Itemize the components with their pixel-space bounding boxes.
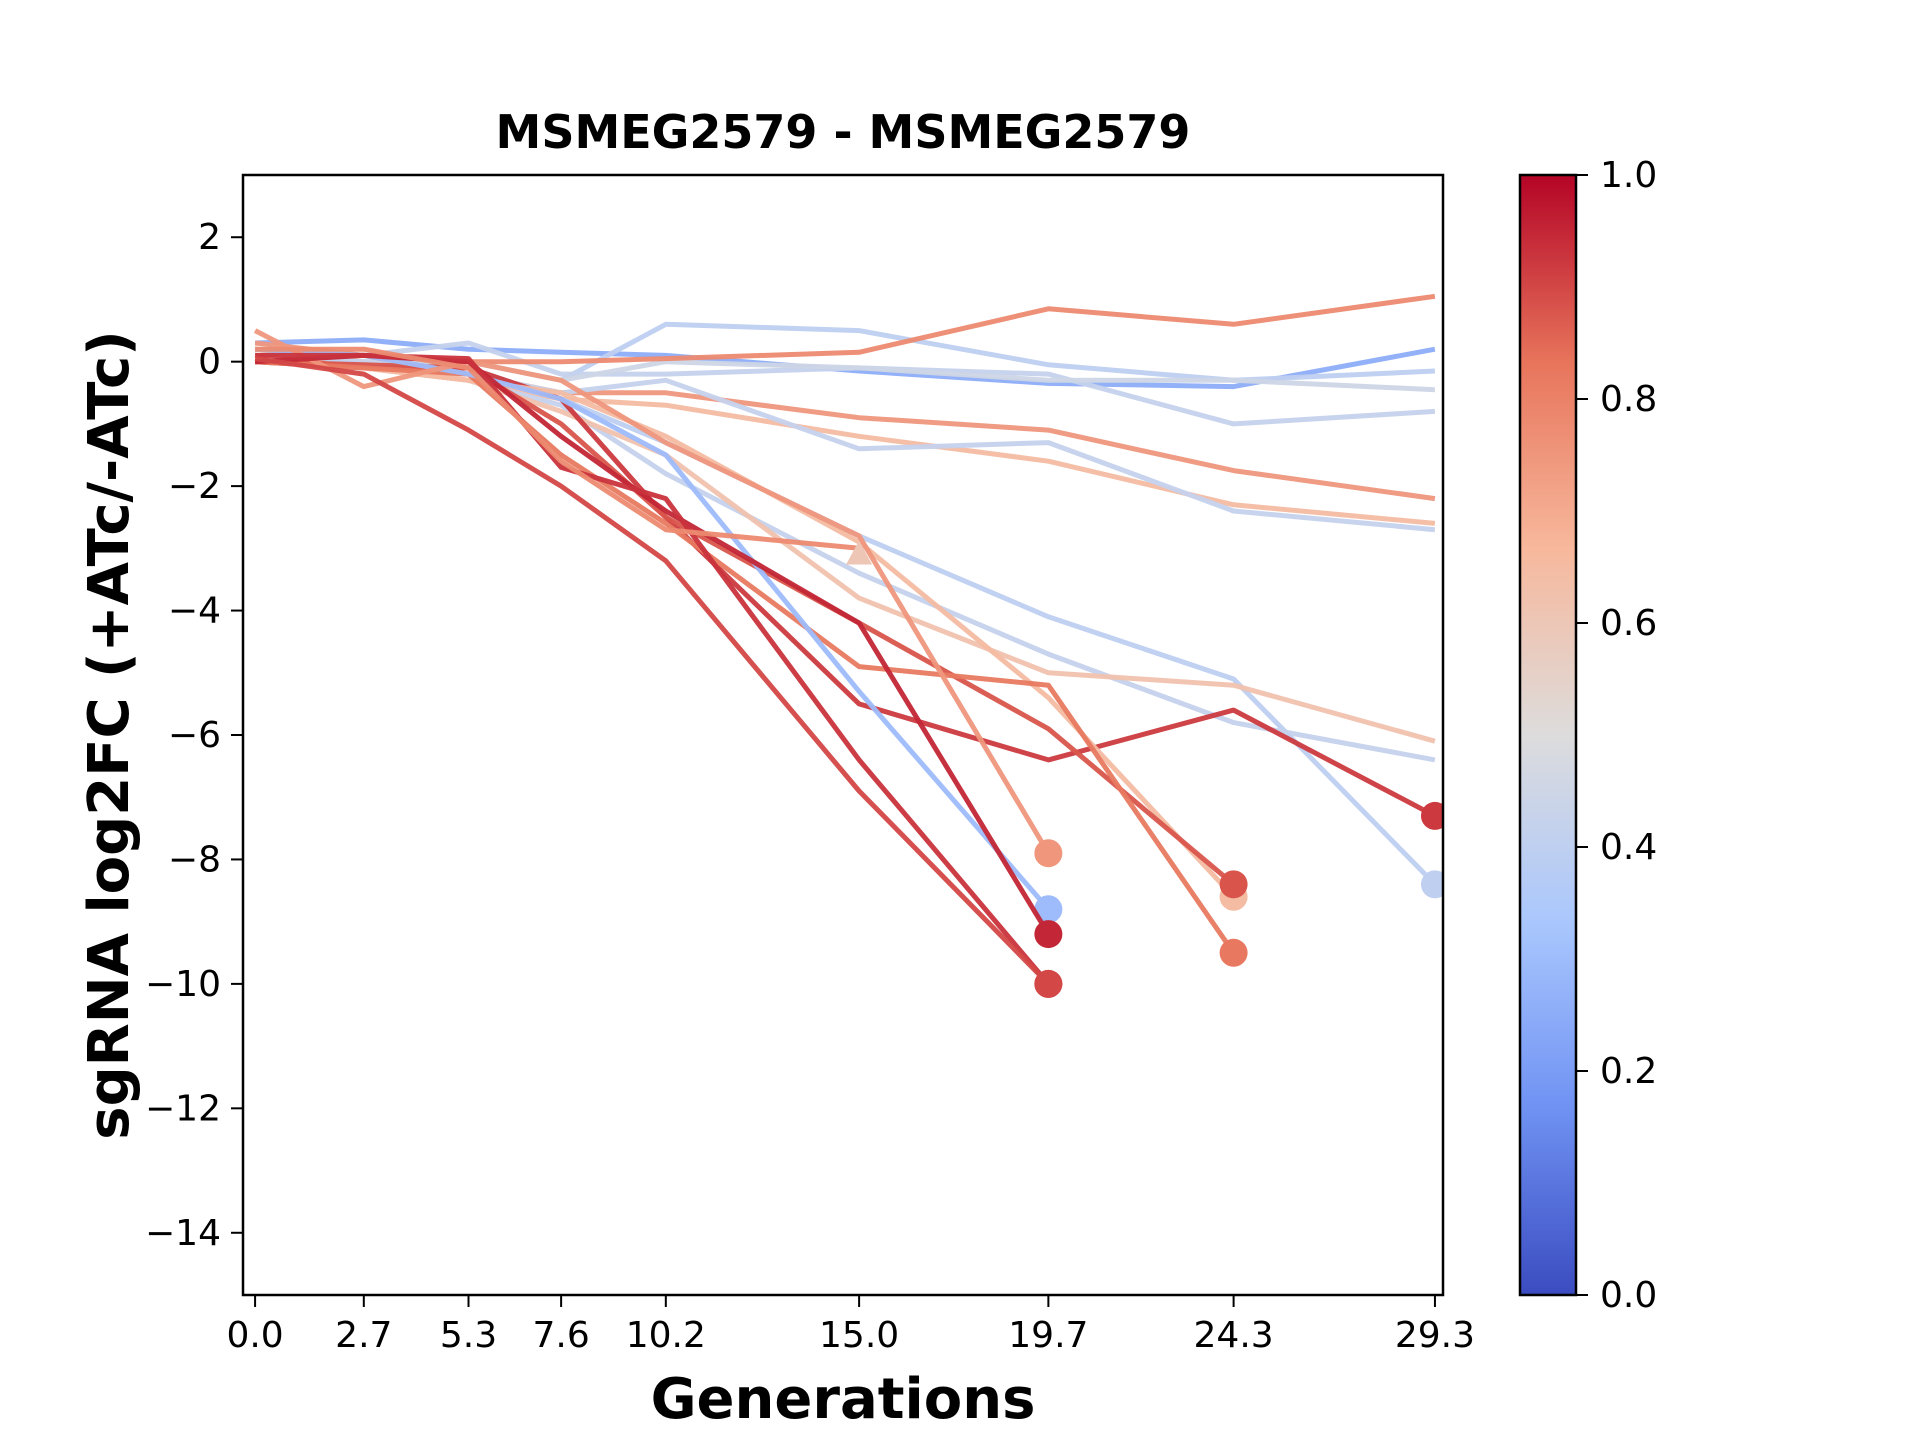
x-tick-label: 24.3 — [1194, 1315, 1274, 1356]
series-line-0 — [255, 337, 1436, 390]
y-axis-label: sgRNA log2FC (+ATc/-ATc) — [77, 330, 142, 1140]
x-tick-label: 7.6 — [532, 1315, 589, 1356]
series-line-14 — [254, 359, 1236, 955]
x-tick-label: 29.3 — [1395, 1315, 1475, 1356]
colorbar-tick-label: 0.6 — [1600, 603, 1657, 644]
colorbar-tick-label: 0.8 — [1600, 379, 1657, 420]
x-axis-label: Generations — [651, 1367, 1036, 1432]
y-tick-label: −12 — [145, 1088, 221, 1129]
y-tick-label: −8 — [168, 839, 221, 880]
y-tick-label: 2 — [198, 217, 221, 258]
y-tick-label: −6 — [168, 715, 221, 756]
x-tick-label: 5.3 — [440, 1315, 497, 1356]
colorbar-tick-label: 0.4 — [1600, 827, 1657, 868]
colorbar — [1518, 173, 1578, 1297]
x-tick-label: 15.0 — [819, 1315, 899, 1356]
series-end-point-11 — [1420, 801, 1443, 830]
series-line-13 — [255, 359, 1236, 887]
x-tick-label: 0.0 — [226, 1315, 283, 1356]
series-line-18 — [255, 352, 1051, 986]
y-ticks: 2 0 −2 −4 −6 −8 −10 −12 −14 — [145, 217, 243, 1254]
x-tick-label: 10.2 — [626, 1315, 706, 1356]
x-ticks: 0.0 2.7 5.3 7.6 10.2 15.0 19.7 24.3 29.3 — [226, 1295, 1475, 1356]
series-end-point-16 — [1034, 839, 1063, 868]
series-line-20 — [255, 346, 860, 551]
x-tick-label: 2.7 — [335, 1315, 392, 1356]
series-line-16 — [253, 328, 1051, 855]
series-end-point-19 — [1034, 969, 1063, 998]
y-tick-label: 0 — [198, 342, 221, 383]
series-end-point-8 — [1420, 870, 1443, 899]
series-end-point-17 — [1034, 920, 1063, 949]
colorbar-tick-label: 0.0 — [1600, 1275, 1657, 1316]
y-tick-label: −14 — [145, 1213, 221, 1254]
series-layer — [253, 293, 1443, 998]
series-end-point-13 — [1219, 870, 1248, 899]
y-tick-label: −2 — [168, 466, 221, 507]
series-end-point-15 — [1034, 895, 1063, 924]
y-tick-label: −4 — [168, 591, 221, 632]
chart-title: MSMEG2579 - MSMEG2579 — [496, 105, 1191, 159]
colorbar-ticks: 0.0 0.2 0.4 0.6 0.8 1.0 — [1576, 155, 1657, 1316]
y-tick-label: −10 — [145, 964, 221, 1005]
x-tick-label: 19.7 — [1008, 1315, 1088, 1356]
series-end-point-14 — [1219, 938, 1248, 967]
series-marker-21 — [846, 540, 873, 565]
series-line-17 — [254, 352, 1051, 936]
colorbar-tick-label: 1.0 — [1600, 155, 1657, 196]
series-line-19 — [254, 356, 1051, 986]
series-line-2 — [254, 340, 1436, 427]
colorbar-tick-label: 0.2 — [1600, 1051, 1657, 1092]
